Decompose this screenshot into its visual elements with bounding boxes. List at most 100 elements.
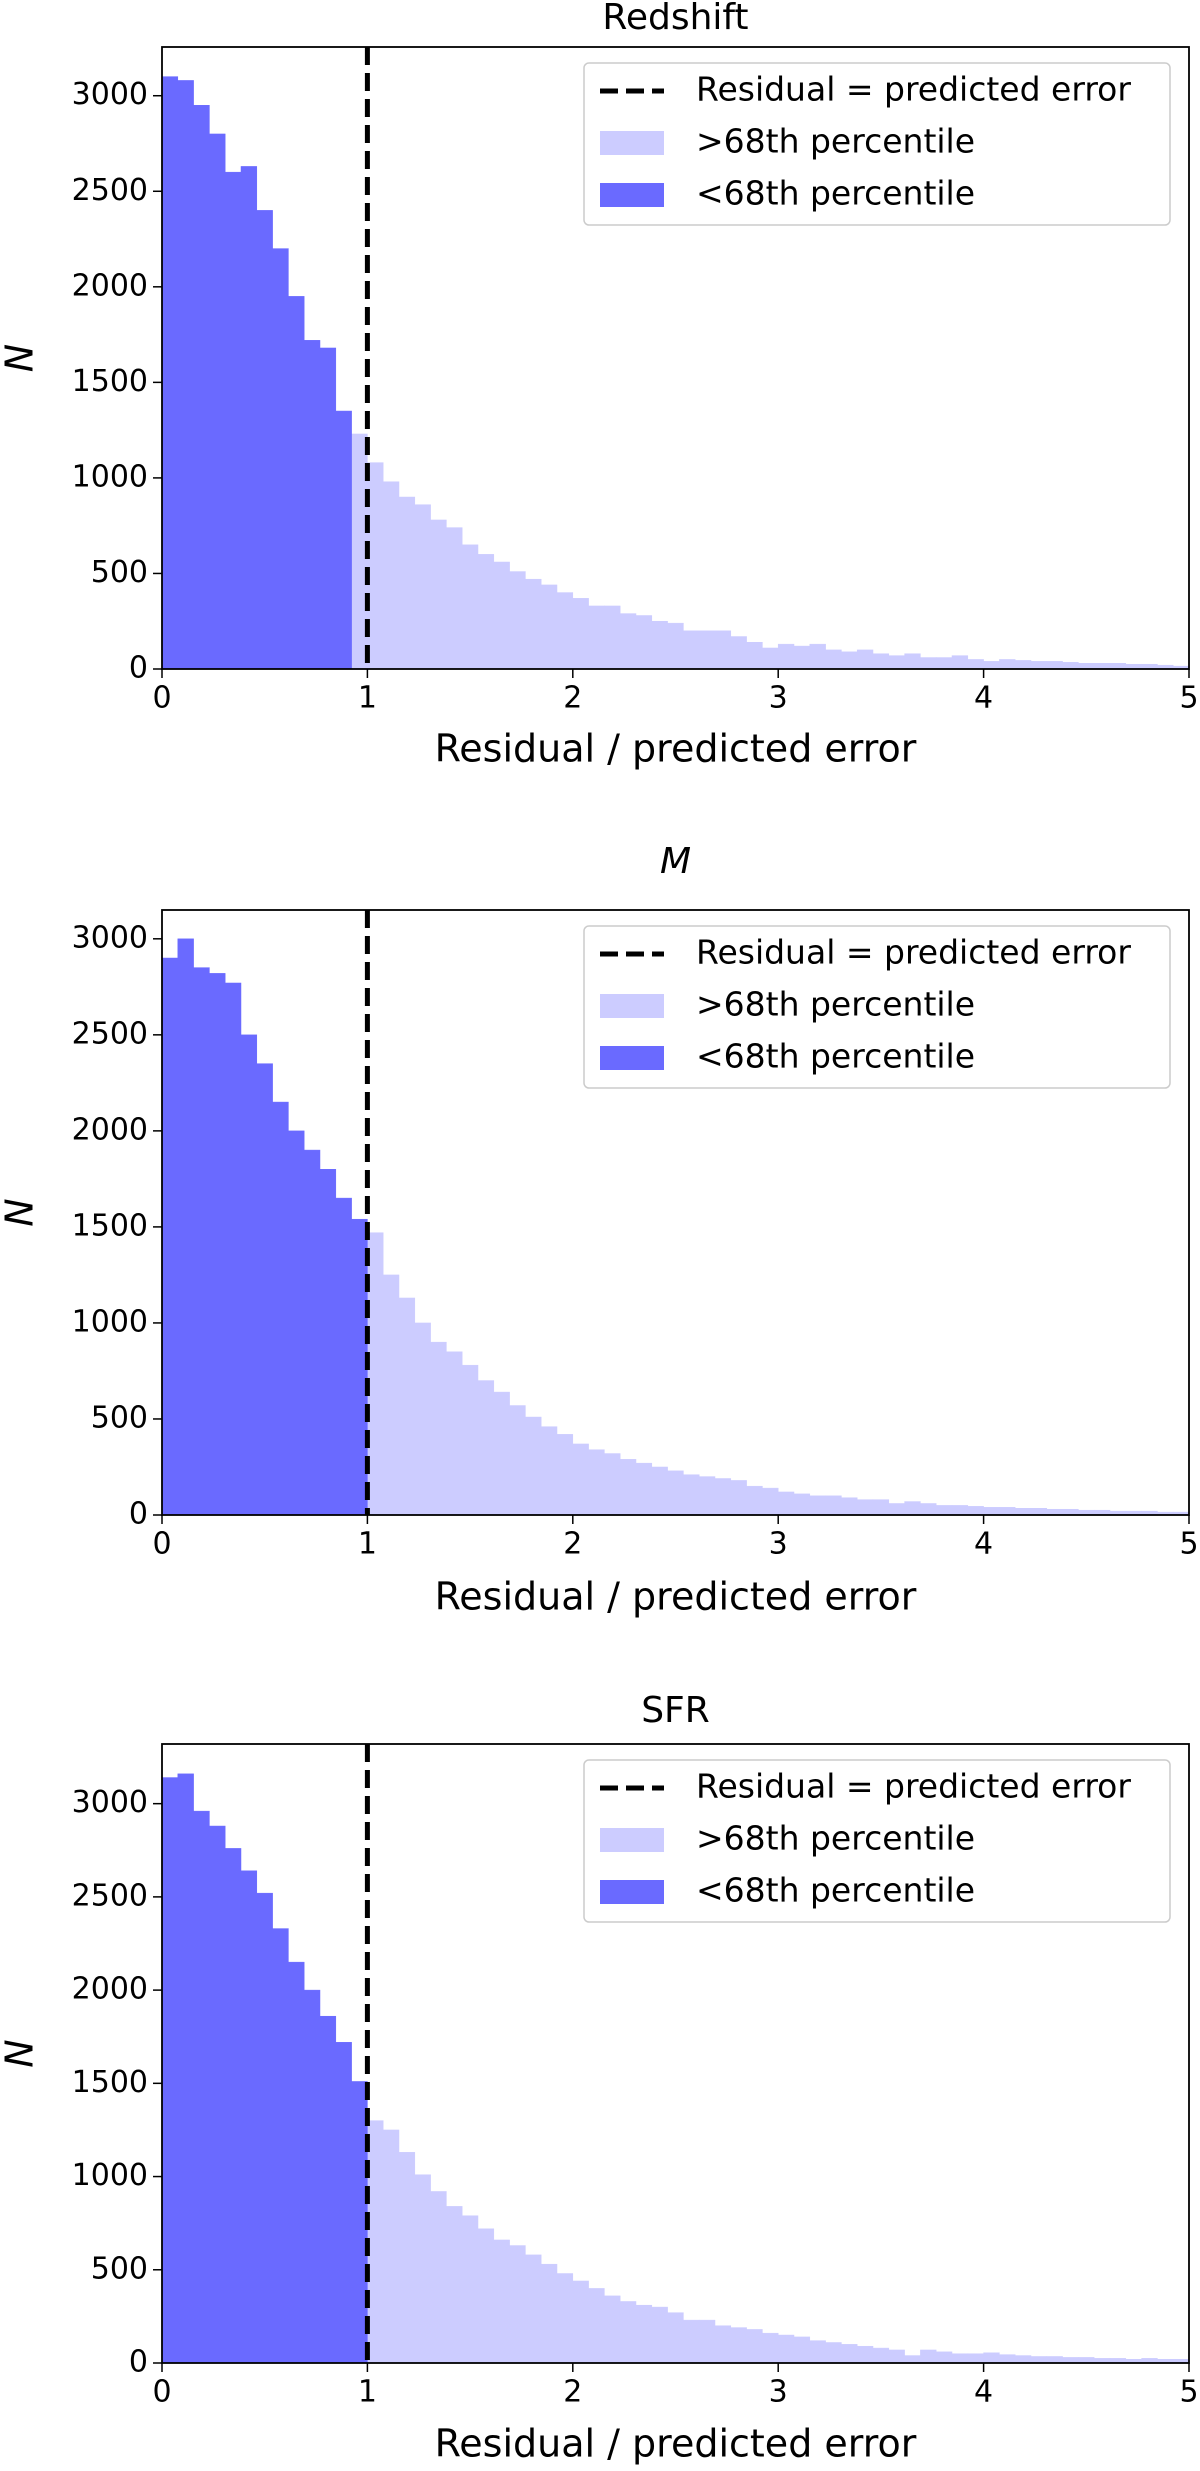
bar	[572, 598, 589, 670]
bar	[841, 2344, 858, 2364]
bar	[809, 643, 826, 670]
bar	[493, 561, 510, 670]
bar	[967, 2353, 984, 2364]
x-axis-label: Residual / predicted error	[435, 727, 917, 771]
bar	[430, 1341, 447, 1516]
bar	[746, 641, 763, 670]
bar	[446, 527, 463, 670]
bar	[161, 957, 179, 1516]
bar	[667, 2312, 684, 2364]
bar	[177, 938, 194, 1516]
bar	[398, 2152, 416, 2364]
y-tick-label: 500	[91, 555, 148, 590]
bar	[446, 2206, 463, 2364]
bar	[177, 1773, 194, 2364]
y-tick-label: 0	[129, 651, 148, 686]
bar	[967, 659, 984, 670]
bar	[493, 1391, 510, 1516]
x-axis-label: Residual / predicted error	[435, 2422, 917, 2466]
bar	[604, 1453, 621, 1516]
bar	[730, 2327, 747, 2364]
legend-label: >68th percentile	[696, 985, 975, 1024]
bar	[272, 248, 289, 670]
bar	[651, 2306, 668, 2364]
bar	[509, 2245, 526, 2364]
bar	[209, 1825, 226, 2364]
bar	[161, 76, 179, 670]
bar	[398, 496, 416, 670]
bar	[525, 578, 542, 670]
bar	[1014, 1508, 1032, 1516]
bar	[446, 1351, 463, 1516]
bar	[920, 657, 937, 670]
bar	[477, 554, 495, 670]
bar	[698, 2319, 716, 2364]
bar	[540, 1426, 558, 1516]
bar	[651, 1466, 668, 1516]
x-tick-label: 2	[563, 681, 582, 716]
bar	[319, 2015, 337, 2364]
bar	[651, 620, 668, 670]
bar	[382, 481, 400, 670]
legend-label: Residual = predicted error	[696, 70, 1131, 109]
bar	[1030, 2356, 1048, 2364]
bar	[951, 655, 969, 670]
bar	[540, 2263, 558, 2364]
bar	[809, 1495, 826, 1516]
bar	[288, 1130, 305, 1516]
bar	[588, 605, 605, 670]
bar	[920, 1503, 937, 1516]
bar	[604, 2295, 621, 2364]
bar	[525, 2254, 542, 2364]
axes-frame	[161, 909, 1190, 1516]
bar	[1046, 2356, 1063, 2364]
bar	[856, 649, 874, 670]
y-tick-label: 3000	[72, 920, 148, 955]
bar	[224, 1848, 242, 2364]
y-tick-label: 500	[91, 1400, 148, 1435]
bar	[477, 2228, 495, 2364]
bar	[746, 2329, 763, 2364]
bar	[762, 647, 779, 670]
x-tick-label: 3	[769, 1527, 788, 1562]
bar	[983, 1507, 1000, 1516]
bar	[461, 2215, 479, 2364]
bar	[1030, 1508, 1048, 1516]
x-tick-label: 4	[974, 2375, 993, 2410]
chart-title: SFR	[641, 1690, 710, 1731]
bar	[983, 2352, 1000, 2364]
bar	[588, 2288, 605, 2364]
bar	[525, 1416, 542, 1516]
legend-swatch	[600, 131, 664, 155]
bar	[556, 592, 574, 670]
legend-swatch	[600, 1828, 664, 1852]
bar	[556, 1434, 574, 1516]
x-tick-label: 1	[358, 681, 377, 716]
x-tick-label: 4	[974, 681, 993, 716]
bar	[667, 1470, 684, 1516]
bar	[461, 544, 479, 670]
bar	[714, 630, 732, 670]
bar	[730, 636, 747, 670]
bar	[777, 1491, 795, 1516]
bar	[588, 1449, 605, 1516]
x-tick-label: 0	[152, 681, 171, 716]
bar	[809, 2340, 826, 2364]
bar	[951, 2353, 969, 2364]
y-tick-label: 3000	[72, 77, 148, 112]
bar	[904, 2355, 921, 2364]
y-tick-label: 1500	[72, 1208, 148, 1243]
bar	[714, 1478, 732, 1516]
x-tick-label: 4	[974, 1527, 993, 1562]
bar	[1030, 661, 1048, 670]
bar	[935, 657, 953, 670]
y-tick-label: 2000	[72, 1972, 148, 2007]
bar	[288, 296, 305, 670]
legend-label: >68th percentile	[696, 1819, 975, 1858]
y-tick-label: 2500	[72, 1016, 148, 1051]
bar	[762, 1487, 779, 1516]
x-tick-label: 5	[1179, 681, 1198, 716]
bar	[572, 2280, 589, 2364]
bar	[240, 1034, 258, 1516]
